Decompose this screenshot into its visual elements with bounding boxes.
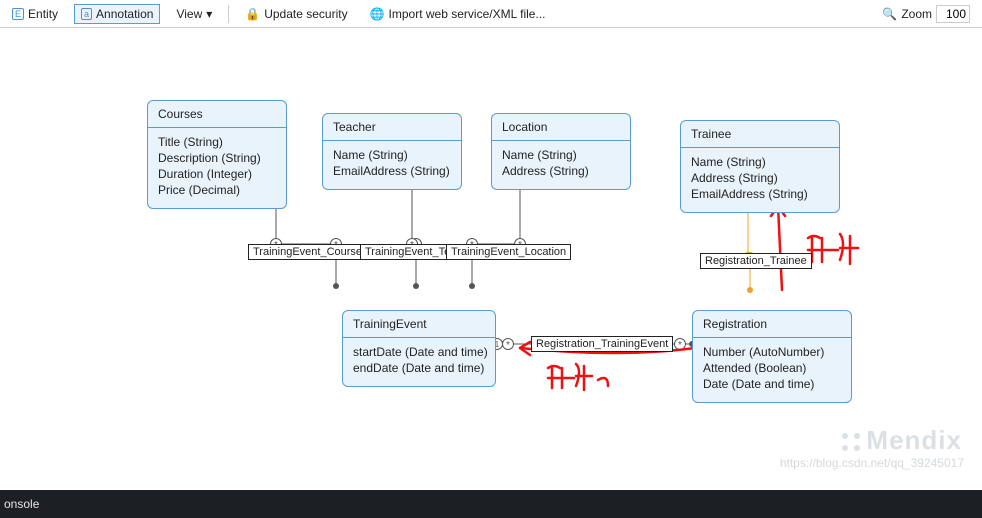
zoom-input[interactable]	[936, 5, 970, 23]
entity-attr: Address (String)	[502, 163, 620, 179]
separator	[228, 5, 229, 23]
import-button[interactable]: 🌐 Import web service/XML file...	[364, 5, 552, 23]
zoom-label: Zoom	[901, 7, 932, 21]
entity-title: Trainee	[681, 121, 839, 148]
mendix-logo-icon	[842, 433, 860, 451]
entity-attr: startDate (Date and time)	[353, 344, 485, 360]
entity-attr: Name (String)	[502, 147, 620, 163]
status-bar: onsole	[0, 490, 982, 518]
entity-attr: Attended (Boolean)	[703, 360, 841, 376]
import-label: Import web service/XML file...	[389, 7, 546, 21]
entity-body: Name (String) EmailAddress (String)	[323, 141, 461, 189]
entity-attr: Name (String)	[333, 147, 451, 163]
assoc-label-te-location[interactable]: TrainingEvent_Location	[446, 244, 571, 260]
entity-attr: endDate (Date and time)	[353, 360, 485, 376]
mendix-brand-text: Mendix	[866, 425, 962, 455]
entity-attr: Price (Decimal)	[158, 182, 276, 198]
entity-attr: Date (Date and time)	[703, 376, 841, 392]
entity-title: Registration	[693, 311, 851, 338]
annotation-button[interactable]: a Annotation	[74, 4, 160, 24]
zoom-control: 🔍 Zoom	[876, 3, 976, 25]
toolbar: E Entity a Annotation View ▾ 🔒 Update se…	[0, 0, 982, 28]
annotation-icon: a	[81, 8, 92, 20]
entity-body: Name (String) Address (String)	[492, 141, 630, 189]
entity-body: startDate (Date and time) endDate (Date …	[343, 338, 495, 386]
entity-body: Number (AutoNumber) Attended (Boolean) D…	[693, 338, 851, 402]
globe-icon: 🌐	[370, 7, 385, 21]
entity-attr: Duration (Integer)	[158, 166, 276, 182]
entity-attr: EmailAddress (String)	[333, 163, 451, 179]
entity-teacher[interactable]: Teacher Name (String) EmailAddress (Stri…	[322, 113, 462, 190]
entity-trainee[interactable]: Trainee Name (String) Address (String) E…	[680, 120, 840, 213]
view-dropdown[interactable]: View ▾	[170, 5, 218, 23]
entity-location[interactable]: Location Name (String) Address (String)	[491, 113, 631, 190]
entity-courses[interactable]: Courses Title (String) Description (Stri…	[147, 100, 287, 209]
entity-body: Title (String) Description (String) Dura…	[148, 128, 286, 208]
entity-button[interactable]: E Entity	[6, 5, 64, 23]
search-icon: 🔍	[882, 7, 897, 21]
entity-attr: EmailAddress (String)	[691, 186, 829, 202]
update-security-button[interactable]: 🔒 Update security	[239, 5, 353, 23]
entity-attr: Title (String)	[158, 134, 276, 150]
entity-attr: Number (AutoNumber)	[703, 344, 841, 360]
annotation-label: Annotation	[96, 7, 153, 21]
entity-attr: Address (String)	[691, 170, 829, 186]
assoc-label-te-teacher[interactable]: TrainingEvent_Te	[360, 244, 455, 260]
view-label: View	[176, 7, 202, 21]
entity-title: Location	[492, 114, 630, 141]
entity-title: Courses	[148, 101, 286, 128]
mendix-watermark: Mendix	[842, 425, 962, 456]
entity-title: Teacher	[323, 114, 461, 141]
assoc-label-reg-trainee[interactable]: Registration_Trainee	[700, 253, 812, 269]
chevron-down-icon: ▾	[206, 7, 212, 21]
update-security-label: Update security	[264, 7, 347, 21]
entity-label: Entity	[28, 7, 58, 21]
assoc-label-reg-te[interactable]: Registration_TrainingEvent	[531, 336, 673, 352]
lock-icon: 🔒	[245, 7, 260, 21]
entity-attr: Name (String)	[691, 154, 829, 170]
entity-icon: E	[12, 8, 24, 20]
entity-attr: Description (String)	[158, 150, 276, 166]
url-watermark: https://blog.csdn.net/qq_39245017	[780, 456, 964, 470]
entity-registration[interactable]: Registration Number (AutoNumber) Attende…	[692, 310, 852, 403]
diagram-canvas[interactable]: 1 1 * *	[0, 28, 982, 490]
entity-body: Name (String) Address (String) EmailAddr…	[681, 148, 839, 212]
entity-trainingevent[interactable]: TrainingEvent startDate (Date and time) …	[342, 310, 496, 387]
assoc-label-te-courses[interactable]: TrainingEvent_Courses	[248, 244, 373, 260]
entity-title: TrainingEvent	[343, 311, 495, 338]
status-text: onsole	[4, 497, 39, 511]
